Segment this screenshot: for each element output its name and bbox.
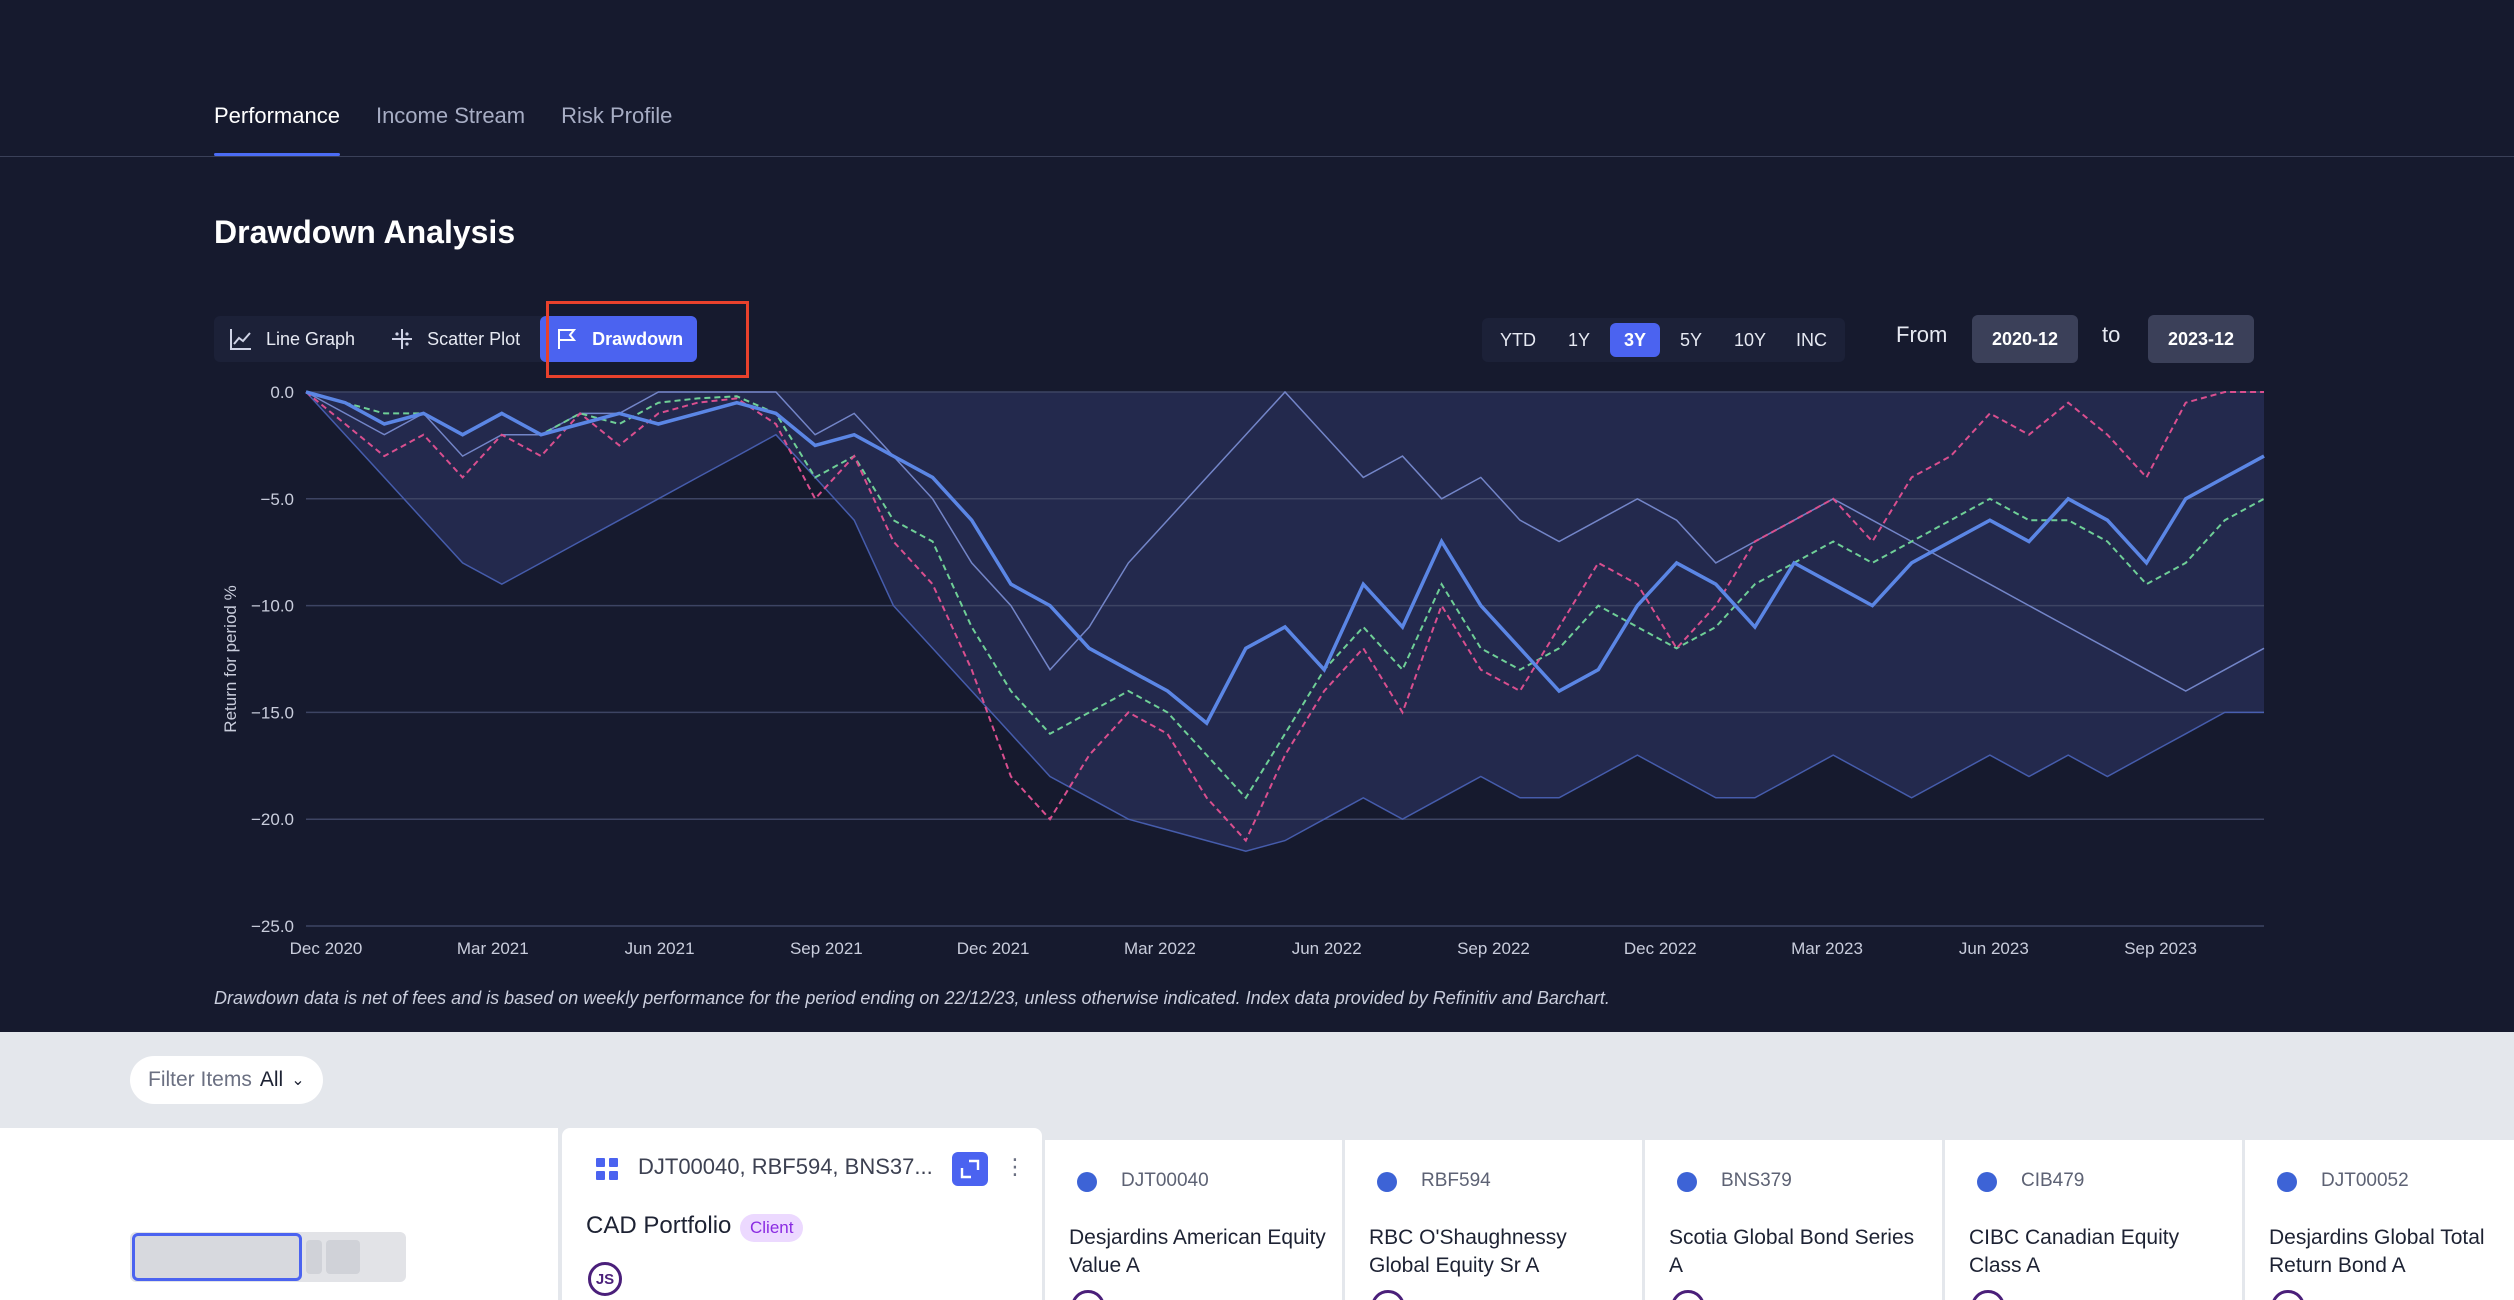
fund-card[interactable]: RBF594 RBC O'Shaughnessy Global Equity S… — [1344, 1140, 1642, 1300]
series-line-1 — [305, 391, 2264, 843]
drawdown-flag-icon — [558, 329, 577, 349]
series-line-0 — [305, 390, 2265, 726]
x-tick-label: Dec 2021 — [957, 939, 1030, 958]
line-graph-icon — [230, 329, 251, 350]
x-tick-label: Sep 2023 — [2124, 939, 2197, 958]
tab-risk-profile[interactable]: Risk Profile — [561, 103, 673, 128]
filter-value: All — [259, 1068, 284, 1091]
avatar — [1071, 1290, 1105, 1300]
filter-label: Filter Items — [148, 1068, 252, 1091]
fund-name: CIBC Canadian Equity Class A — [1969, 1226, 2180, 1277]
fund-name: Desjardins American Equity Value A — [1069, 1226, 1326, 1277]
skeleton-block — [326, 1240, 360, 1274]
tabs-divider — [0, 156, 2514, 157]
to-date-picker[interactable]: 2023-12 — [2148, 315, 2254, 363]
from-label: From — [1896, 322, 1948, 347]
scatter-plot-button[interactable]: Scatter Plot — [375, 316, 534, 362]
x-tick-label: Mar 2022 — [1124, 939, 1196, 958]
x-tick-label: Mar 2021 — [457, 939, 529, 958]
y-tick-label: −5.0 — [260, 490, 294, 509]
y-axis-label: Return for period % — [221, 585, 240, 732]
fund-code: RBF594 — [1421, 1170, 1491, 1191]
line-graph-label: Line Graph — [266, 328, 356, 349]
client-badge: Client — [740, 1214, 804, 1242]
fund-color-dot — [2277, 1172, 2297, 1192]
fund-color-dot — [1077, 1172, 1097, 1192]
fund-card[interactable]: DJT00052 Desjardins Global Total Return … — [2244, 1140, 2514, 1300]
x-tick-label: Sep 2022 — [1457, 939, 1530, 958]
portfolio-ids: DJT00040, RBF594, BNS37... — [638, 1154, 933, 1179]
drawdown-range-band — [306, 392, 2264, 852]
period-10y[interactable]: 10Y — [1734, 329, 1767, 350]
x-tick-label: Jun 2022 — [1292, 939, 1362, 958]
fund-color-dot — [1677, 1172, 1697, 1192]
fund-name: Scotia Global Bond Series A — [1669, 1226, 1915, 1277]
footnote: Drawdown data is net of fees and is base… — [214, 988, 1610, 1008]
fund-color-dot — [1377, 1172, 1397, 1192]
y-tick-label: −15.0 — [251, 703, 294, 722]
avatar[interactable]: JS — [588, 1262, 622, 1296]
drawdown-label: Drawdown — [592, 328, 684, 349]
expand-button[interactable] — [952, 1152, 988, 1186]
tab-performance[interactable]: Performance — [214, 96, 340, 156]
fund-card[interactable]: CIB479 CIBC Canadian Equity Class A — [1944, 1140, 2242, 1300]
x-tick-label: Dec 2022 — [1624, 939, 1697, 958]
fund-code: BNS379 — [1721, 1170, 1792, 1191]
x-tick-label: Mar 2023 — [1791, 939, 1863, 958]
avatar — [2271, 1290, 2305, 1300]
tab-income-stream[interactable]: Income Stream — [375, 103, 526, 128]
skeleton-block — [306, 1240, 322, 1274]
avatar — [1671, 1290, 1705, 1300]
y-tick-label: 0.0 — [270, 383, 294, 402]
grid-icon — [596, 1158, 618, 1180]
chevron-down-icon: ⌄ — [291, 1072, 305, 1089]
period-ytd[interactable]: YTD — [1500, 329, 1536, 350]
section-title: Drawdown Analysis — [214, 214, 516, 250]
tab-bar: Performance Income Stream Risk Profile — [214, 96, 672, 156]
drawdown-chart: 0.0 −5.0 −10.0 −15.0 −20.0 −25.0 Dec 2020 Mar 2… — [214, 380, 2294, 960]
scatter-plot-label: Scatter Plot — [427, 328, 521, 349]
line-graph-button[interactable]: Line Graph — [214, 316, 369, 362]
fund-code: DJT00040 — [1121, 1170, 1209, 1191]
chart-view-toggle: Line Graph Scatter Plot Drawdown — [214, 316, 698, 362]
x-tick-label: Dec 2020 — [290, 939, 363, 958]
period-3y[interactable]: 3Y — [1610, 323, 1660, 357]
to-label: to — [2102, 322, 2121, 347]
fund-name: RBC O'Shaughnessy Global Equity Sr A — [1369, 1226, 1567, 1277]
x-tick-label: Jun 2021 — [625, 939, 695, 958]
x-tick-label: Sep 2021 — [790, 939, 863, 958]
skeleton-selected — [132, 1233, 302, 1281]
portfolio-name: CAD Portfolio — [586, 1212, 732, 1239]
filter-items-dropdown[interactable]: Filter Items All ⌄ — [130, 1056, 323, 1104]
fund-card[interactable]: BNS379 Scotia Global Bond Series A — [1644, 1140, 1942, 1300]
more-options-icon[interactable]: ⋮ — [1004, 1154, 1026, 1179]
expand-icon — [960, 1159, 980, 1179]
fund-name: Desjardins Global Total Return Bond A — [2269, 1226, 2485, 1277]
y-tick-label: −20.0 — [251, 810, 294, 829]
period-5y[interactable]: 5Y — [1679, 329, 1703, 350]
period-inc[interactable]: INC — [1796, 329, 1828, 350]
x-tick-label: Jun 2023 — [1959, 939, 2029, 958]
fund-code: CIB479 — [2021, 1170, 2085, 1191]
fund-code: DJT00052 — [2321, 1170, 2409, 1191]
drawdown-button[interactable]: Drawdown — [540, 316, 698, 362]
period-1y[interactable]: 1Y — [1567, 329, 1591, 350]
drawdown-chart-svg: 0.0 −5.0 −10.0 −15.0 −20.0 −25.0 Dec 2020 Mar 2… — [221, 383, 2265, 958]
series-line-4 — [305, 390, 2265, 692]
y-tick-label: −25.0 — [251, 917, 294, 936]
scatter-plot-icon — [392, 329, 413, 349]
y-tick-label: −10.0 — [251, 597, 294, 616]
avatar — [1971, 1290, 2005, 1300]
period-selector: YTD 1Y 3Y 5Y 10Y INC — [1482, 318, 1846, 362]
fund-card[interactable]: DJT00040 Desjardins American Equity Valu… — [1044, 1140, 1342, 1300]
fund-color-dot — [1977, 1172, 1997, 1192]
series-line-3 — [305, 391, 2264, 852]
avatar — [1371, 1290, 1405, 1300]
from-date-picker[interactable]: 2020-12 — [1972, 315, 2078, 363]
